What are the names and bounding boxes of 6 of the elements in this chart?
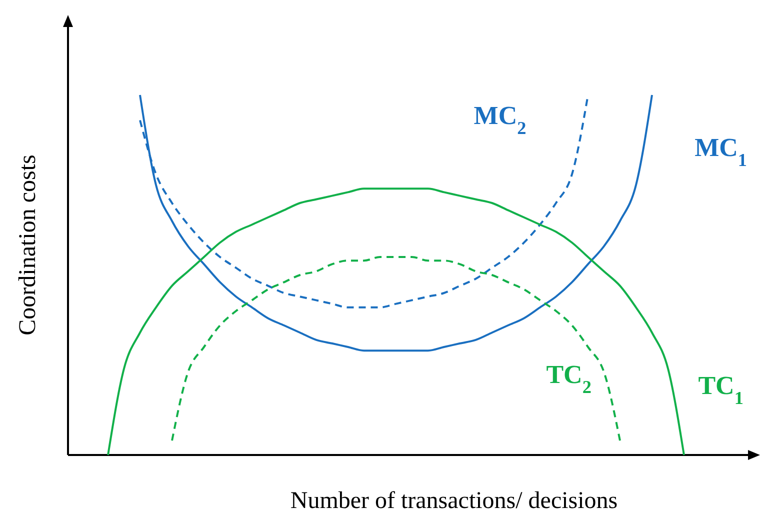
series-label: TC$_{1}$ <box>698 370 744 408</box>
text: MC$_{2}$ <box>474 100 526 138</box>
series-label: MC$_{1}$ <box>694 133 748 170</box>
y-axis-title: Coordination costs <box>15 154 41 336</box>
series-label: TC$_{2}$ <box>546 360 592 397</box>
x-axis-title: Number of transactions/ decisions <box>290 488 618 511</box>
